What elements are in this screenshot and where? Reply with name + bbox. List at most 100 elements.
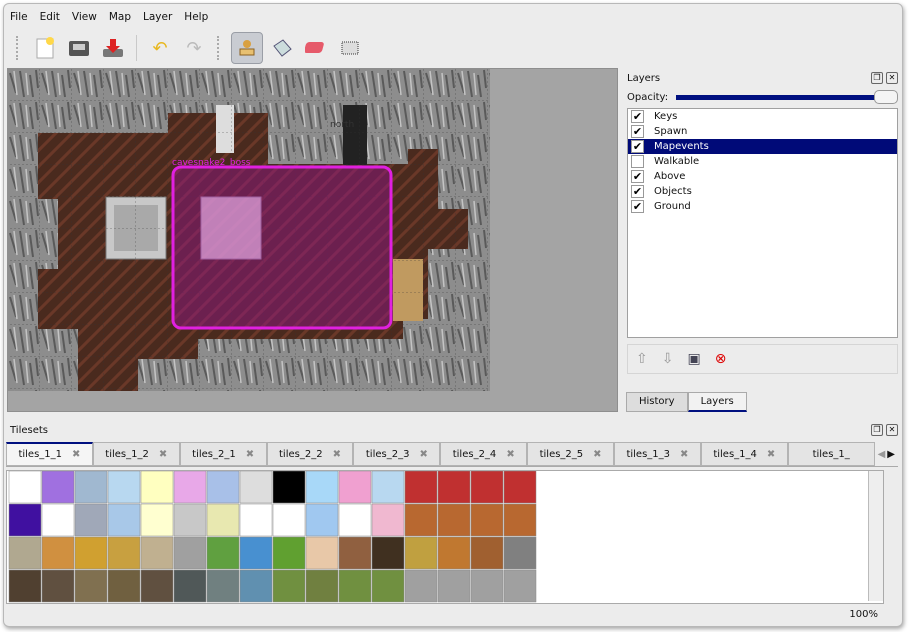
tile[interactable] — [437, 471, 471, 504]
tile[interactable] — [41, 471, 75, 504]
scroll-left-icon[interactable]: ◀ — [877, 448, 886, 460]
tile[interactable] — [404, 471, 438, 504]
tile[interactable] — [173, 536, 207, 570]
tile[interactable] — [503, 536, 537, 570]
tile[interactable] — [470, 503, 504, 537]
close-icon[interactable]: ✕ — [886, 72, 898, 84]
tile[interactable] — [404, 569, 438, 603]
tileset-tab[interactable]: tiles_1_ — [787, 442, 875, 466]
close-tab-icon[interactable]: ✖ — [506, 448, 515, 460]
menu-map[interactable]: Map — [108, 11, 132, 23]
move-layer-down-icon[interactable]: ⇩ — [661, 351, 674, 367]
tile[interactable] — [74, 503, 108, 537]
tile[interactable] — [8, 569, 42, 603]
tile[interactable] — [470, 471, 504, 504]
tile[interactable] — [107, 569, 141, 603]
vertical-scrollbar[interactable] — [868, 471, 883, 601]
tile[interactable] — [503, 569, 537, 603]
tile[interactable] — [239, 503, 273, 537]
visibility-checkbox[interactable]: ✔ — [631, 185, 644, 198]
tileset-tab[interactable]: tiles_2_3 ✖ — [353, 442, 441, 466]
tile[interactable] — [107, 503, 141, 537]
menu-file[interactable]: File — [10, 11, 28, 23]
layer-row[interactable]: ✔ Objects — [628, 184, 897, 199]
eraser-icon[interactable] — [301, 33, 331, 63]
tile[interactable] — [305, 471, 339, 504]
tile[interactable] — [503, 471, 537, 504]
open-icon[interactable] — [64, 33, 94, 63]
close-tab-icon[interactable]: ✖ — [680, 448, 689, 460]
layer-row[interactable]: ✔ Keys — [628, 109, 897, 124]
layer-row[interactable]: ✔ Spawn — [628, 124, 897, 139]
tile[interactable] — [437, 536, 471, 570]
map-view[interactable]: cavesnake2_boss north — [7, 68, 618, 412]
layer-row[interactable]: Walkable — [628, 154, 897, 169]
layer-row[interactable]: ✔ Ground — [628, 199, 897, 214]
tab-history[interactable]: History — [626, 392, 688, 412]
tile[interactable] — [338, 569, 372, 603]
tile[interactable] — [371, 536, 405, 570]
tile[interactable] — [239, 471, 273, 504]
toolbar-grip[interactable] — [16, 36, 22, 60]
tileset-tab[interactable]: tiles_1_4 ✖ — [700, 442, 788, 466]
tile[interactable] — [404, 536, 438, 570]
tile[interactable] — [206, 536, 240, 570]
tile[interactable] — [8, 503, 42, 537]
tileset-tab[interactable]: tiles_1_2 ✖ — [92, 442, 180, 466]
tile[interactable] — [206, 569, 240, 603]
tileset-tab[interactable]: tiles_2_5 ✖ — [527, 442, 615, 466]
tile[interactable] — [140, 471, 174, 504]
tile[interactable] — [41, 569, 75, 603]
float-icon[interactable]: ❐ — [871, 72, 883, 84]
tile[interactable] — [74, 569, 108, 603]
menu-view[interactable]: View — [71, 11, 97, 23]
tile[interactable] — [437, 503, 471, 537]
tile[interactable] — [371, 503, 405, 537]
close-tab-icon[interactable]: ✖ — [158, 448, 168, 460]
visibility-checkbox[interactable] — [631, 155, 644, 168]
tile[interactable] — [41, 536, 75, 570]
scroll-right-icon[interactable]: ▶ — [887, 448, 895, 460]
save-icon[interactable] — [98, 33, 128, 63]
tile[interactable] — [206, 471, 240, 504]
bucket-fill-icon[interactable] — [267, 33, 297, 63]
opacity-slider[interactable] — [676, 90, 898, 104]
visibility-checkbox[interactable]: ✔ — [631, 170, 644, 183]
tile[interactable] — [305, 536, 339, 570]
tile[interactable] — [140, 503, 174, 537]
tile[interactable] — [305, 569, 339, 603]
tile[interactable] — [305, 503, 339, 537]
close-tab-icon[interactable]: ✖ — [245, 448, 255, 460]
tile[interactable] — [503, 503, 537, 537]
tile[interactable] — [272, 536, 306, 570]
tile[interactable] — [74, 536, 108, 570]
move-layer-up-icon[interactable]: ⇧ — [636, 351, 648, 367]
tileset-tab[interactable]: tiles_1_1 ✖ — [6, 442, 93, 466]
float-icon[interactable]: ❐ — [871, 424, 883, 436]
map-canvas[interactable]: cavesnake2_boss north — [8, 69, 617, 411]
tile[interactable] — [371, 471, 405, 504]
visibility-checkbox[interactable]: ✔ — [631, 110, 644, 123]
layer-row[interactable]: ✔ Mapevents — [628, 139, 897, 154]
tile[interactable] — [8, 471, 42, 504]
close-icon[interactable]: ✕ — [886, 424, 898, 436]
visibility-checkbox[interactable]: ✔ — [631, 200, 644, 213]
tileset-tab[interactable]: tiles_2_4 ✖ — [440, 442, 528, 466]
tile[interactable] — [239, 569, 273, 603]
close-tab-icon[interactable]: ✖ — [766, 448, 776, 460]
tile[interactable] — [371, 569, 405, 603]
tileset-tab[interactable]: tiles_2_2 ✖ — [266, 442, 354, 466]
visibility-checkbox[interactable]: ✔ — [631, 125, 644, 138]
new-icon[interactable] — [30, 33, 60, 63]
tile[interactable] — [404, 503, 438, 537]
tile[interactable] — [107, 471, 141, 504]
close-tab-icon[interactable]: ✖ — [593, 448, 602, 460]
tile[interactable] — [41, 503, 75, 537]
close-tab-icon[interactable]: ✖ — [332, 448, 341, 460]
tile[interactable] — [173, 471, 207, 504]
tile[interactable] — [74, 471, 108, 504]
tile[interactable] — [140, 536, 174, 570]
undo-icon[interactable]: ↶ — [152, 37, 168, 59]
delete-layer-icon[interactable]: ⊗ — [714, 351, 727, 367]
redo-icon[interactable]: ↷ — [186, 37, 202, 59]
